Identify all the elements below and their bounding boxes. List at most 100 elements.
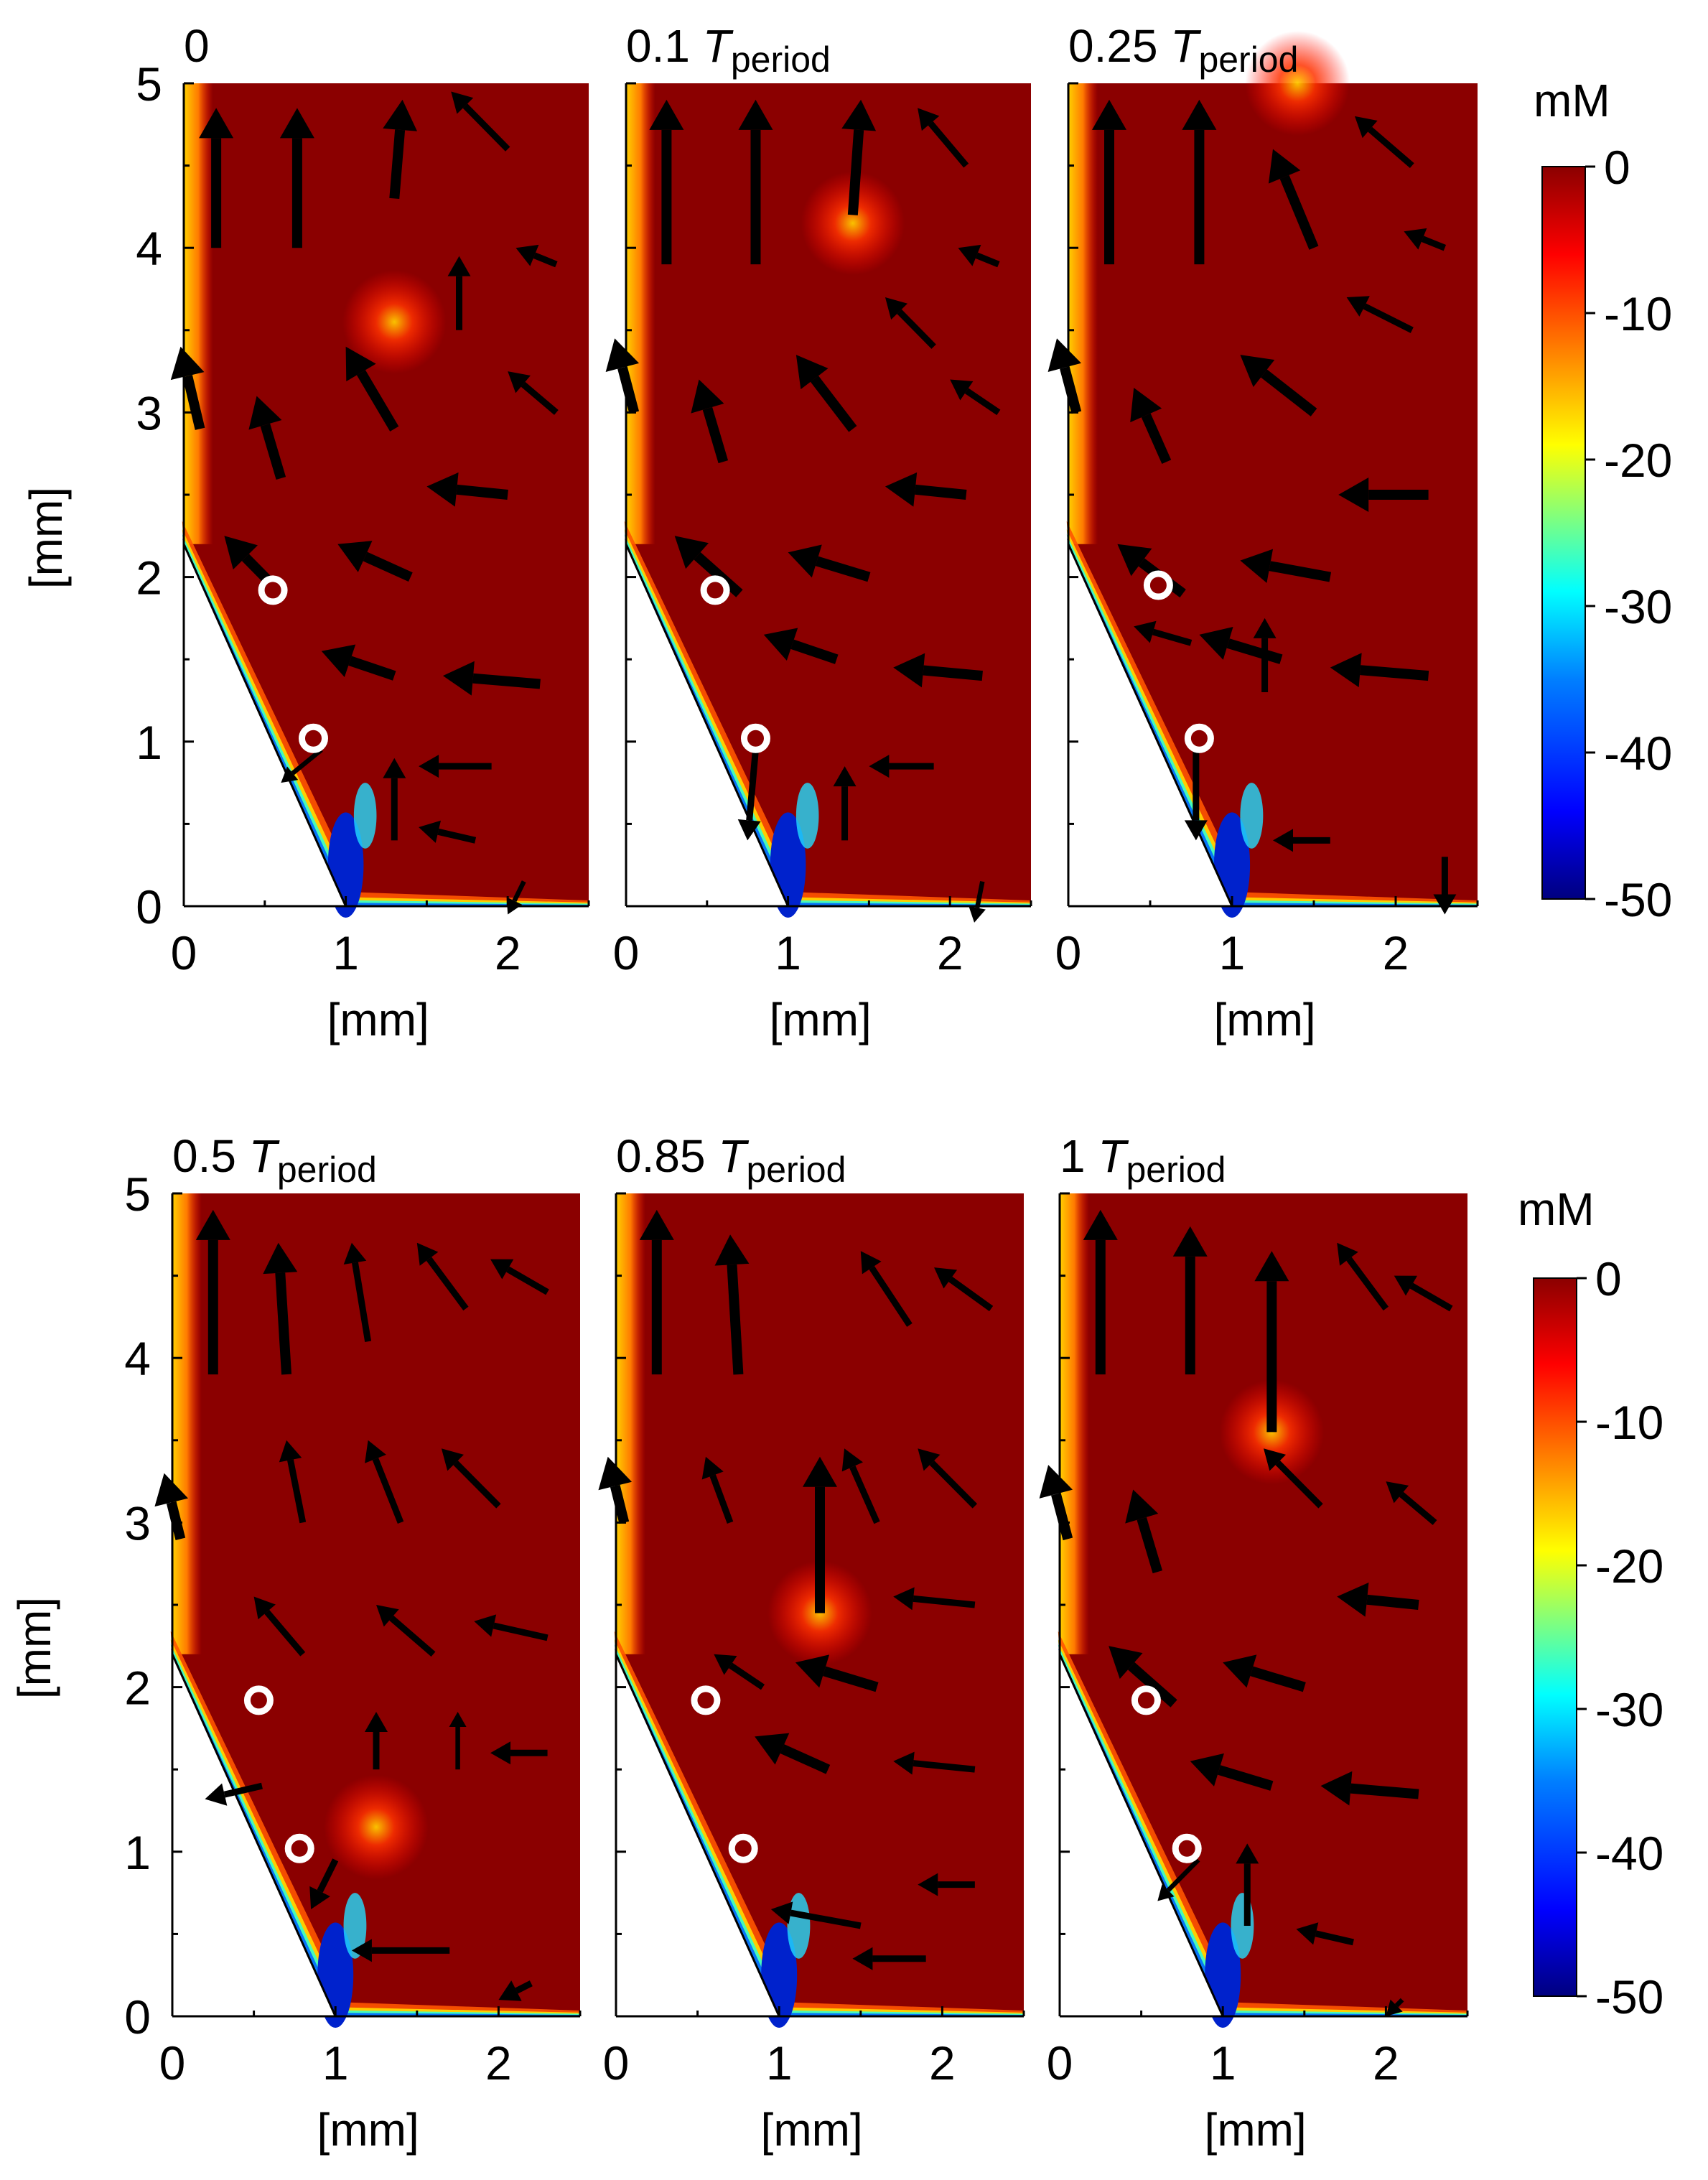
panel-0-title-main: 0 [184, 20, 210, 72]
panel-0-arrow [515, 244, 558, 268]
panel-1-arrow-head [737, 819, 761, 841]
panel-1-arrow-head [885, 297, 908, 320]
colorbar-tick-label: -50 [1604, 873, 1672, 926]
panel-1-arrow-head [918, 108, 940, 131]
panel-1-probe-point [700, 575, 730, 605]
panel-0-arrow-head [281, 766, 299, 783]
panel-1-arrow [674, 536, 743, 597]
panel-4-xlabel: [mm] [761, 2104, 863, 2156]
panel-4-arrow-shaft [869, 1266, 913, 1327]
panel-2-arrow [1404, 228, 1447, 251]
panel-4-arrow-head [841, 1448, 864, 1472]
panel-3-y-tick-label: 0 [124, 1990, 151, 2044]
panel-3-y-tick-label: 1 [124, 1826, 151, 1879]
panel-4-depletion-lobe [787, 1893, 811, 1959]
panel-1-x-tick-label: 2 [937, 926, 963, 979]
panel-5-arrow-head [1386, 1999, 1403, 2016]
panel-3-arrow [365, 1711, 388, 1770]
panel-4-wall-band [616, 1193, 645, 1654]
panel-0-arrow [248, 396, 286, 480]
panel-1-arrow [893, 653, 983, 688]
panel-0-arrow [345, 346, 399, 432]
panel-2-probe-point [1184, 723, 1214, 753]
panel-1-arrow-head [674, 536, 709, 569]
panel-1-arrow [737, 749, 761, 841]
panel-1-arrow-head [885, 472, 918, 507]
colorbar-tick-label: -30 [1604, 580, 1672, 633]
panel-0-arrow-head [170, 346, 205, 381]
panel-5-arrow [1296, 1922, 1354, 1946]
panel-5-arrow-head [1223, 1654, 1257, 1688]
panel-5-arrow [1394, 1275, 1453, 1312]
panel-3-arrow-shaft [223, 1782, 263, 1798]
panel-0-y-tick-label: 0 [136, 880, 162, 933]
panel-4-arrow-shaft [913, 1760, 976, 1773]
panel-3-title-main: 0.5 [172, 1130, 249, 1182]
panel-1-probe-point [740, 723, 770, 753]
panel-2-x-tick-label: 1 [1219, 926, 1246, 979]
colorbar-tick-label: 0 [1604, 141, 1630, 194]
panel-3-arrow-head [474, 1614, 497, 1637]
panel-1-arrow-shaft [847, 129, 864, 215]
panel-2-arrow-head [1130, 388, 1162, 423]
panel-0-ylabel: [mm] [20, 487, 72, 589]
panel-2-arrow-head [1268, 149, 1301, 184]
panel-0-x-tick-label: 1 [332, 926, 359, 979]
panel-1-arrow-head [605, 338, 640, 372]
colorbar-top: mM 0 -10 -20 -30 -40 -50 [1534, 75, 1672, 926]
panel-1-arrow-shaft [964, 388, 1001, 416]
panel-4-arrow-shaft [780, 1744, 831, 1774]
panel-0-y-tick-label: 2 [136, 551, 162, 605]
panel-0-arrow-head [199, 108, 234, 139]
panel-4-arrow-shaft [929, 1460, 978, 1509]
panel-1-title-main: 0.1 [626, 20, 703, 72]
panel-1-arrow-shaft [928, 121, 969, 168]
panel-3-arrow-head [376, 1605, 399, 1627]
panel-3-arrow-shaft [506, 1266, 549, 1295]
panel-1-electrode-edge [625, 544, 789, 907]
panel-2-arrow-shaft [1363, 303, 1414, 333]
panel-5-xlabel: [mm] [1205, 2104, 1307, 2156]
panel-3-arrow-shaft [317, 1858, 339, 1893]
panel-1-arrow [958, 244, 1000, 268]
panel-1-arrow [918, 108, 969, 168]
panel-0-arrow [447, 256, 471, 330]
panel-4-arrow [755, 1733, 831, 1774]
panel-4-arrow-shaft [948, 1276, 994, 1312]
panel-1-arrow [605, 338, 640, 414]
panel-2-arrow-shaft [1360, 665, 1429, 681]
panel-2-arrow-head [1433, 894, 1457, 915]
panel-0-y-tick-label: 4 [136, 222, 162, 275]
panel-3-arrow-head [343, 1242, 367, 1264]
panel-4-arrow-head [860, 1251, 882, 1275]
panel-4-probe-point [728, 1833, 758, 1863]
panel-4-arrow [893, 1751, 976, 1775]
panel-2-arrow-shaft [1152, 628, 1193, 646]
colorbar-tick-label: -20 [1604, 434, 1672, 487]
panel-3-arrow-shaft [264, 1609, 306, 1657]
panel-4-arrow-shaft [709, 1474, 734, 1524]
panel-0-arrow-head [508, 371, 531, 393]
panel-2-arrow-head [1134, 620, 1157, 643]
panel-3-arrow-head [279, 1440, 302, 1463]
panel-1-x-tick-label: 0 [613, 926, 640, 979]
panel-0-arrow [199, 108, 234, 248]
panel-3-arrow-head [416, 1242, 439, 1266]
panel-2-probe-point [1143, 570, 1173, 600]
panel-0-arrow [442, 661, 541, 696]
panel-0-arrow [419, 755, 492, 778]
panel-3-arrow-shaft [372, 1458, 404, 1524]
panel-2-title: 0.25 Tperiod [1068, 20, 1298, 80]
panel-4-arrow [803, 1456, 837, 1613]
panel-0-arrow-shaft [363, 551, 413, 582]
panel-2-arrow-head [1355, 116, 1378, 139]
panel-3-arrow [205, 1782, 263, 1806]
panel-1-arrow-shaft [915, 484, 967, 500]
colorbar-tick-label: -40 [1595, 1827, 1663, 1880]
panel-3-hotspot [324, 1774, 429, 1880]
panel-2-arrow [1273, 829, 1330, 852]
panel-3-y-tick-label: 4 [124, 1332, 151, 1385]
panel-2-arrow-head [1182, 99, 1217, 130]
panel-4-arrow-head [918, 1873, 938, 1896]
panel-4-title-italic: T [718, 1130, 749, 1182]
